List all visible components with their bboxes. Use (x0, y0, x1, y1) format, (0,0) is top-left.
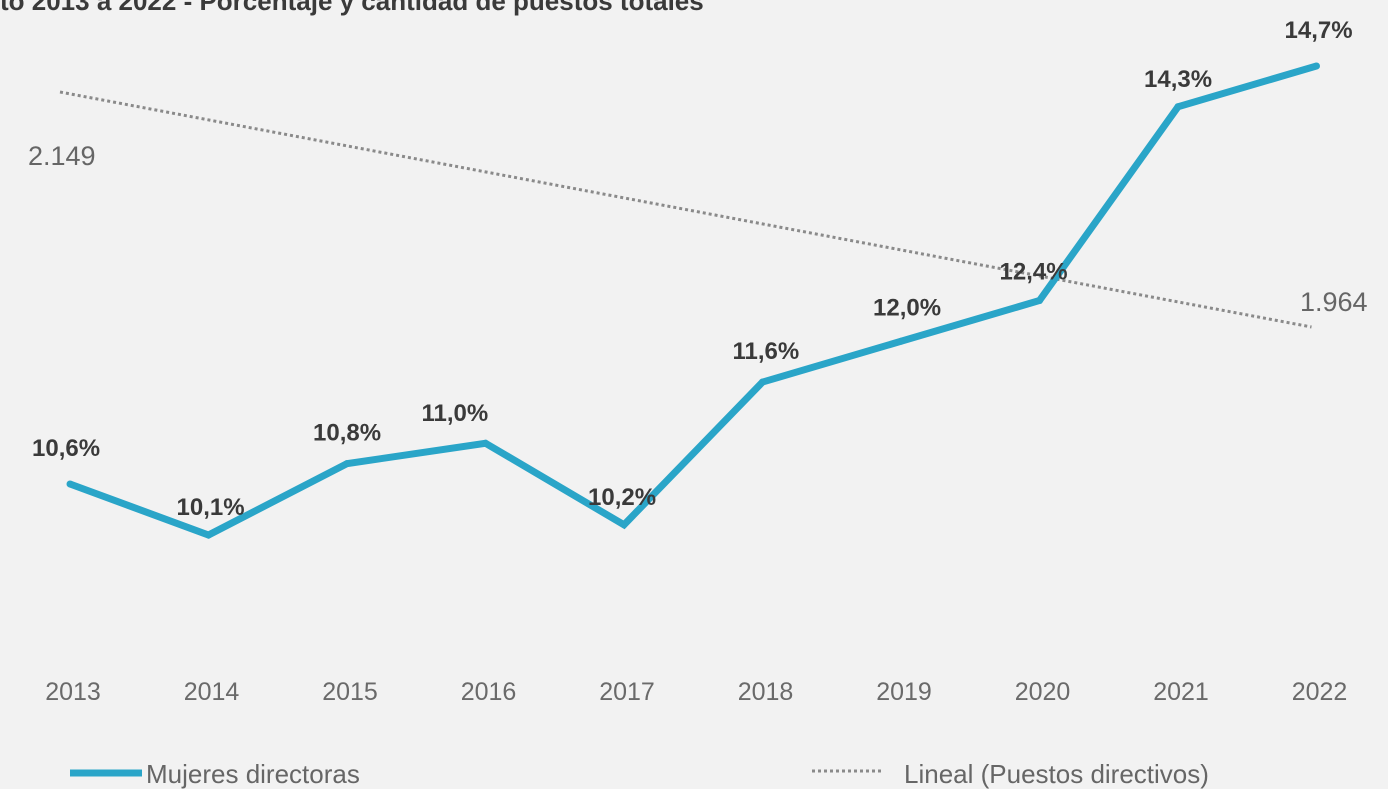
x-tick-2015: 2015 (322, 678, 378, 706)
data-label-2022: 14,7% (1285, 17, 1353, 44)
data-label-2016: 11,0% (422, 400, 489, 427)
data-point-2014 (205, 531, 212, 539)
x-tick-2022: 2022 (1292, 678, 1348, 706)
x-tick-2017: 2017 (599, 678, 655, 706)
data-label-2021: 14,3% (1144, 66, 1212, 93)
data-label-2019: 12,0% (873, 294, 941, 321)
x-tick-2018: 2018 (738, 678, 794, 706)
data-point-2018 (759, 378, 766, 386)
x-tick-2020: 2020 (1015, 678, 1071, 706)
data-point-2020 (1036, 297, 1043, 304)
trend-line (59, 90, 1312, 329)
data-point-2013 (66, 480, 74, 488)
data-label-2014: 10,1% (177, 494, 245, 521)
data-point-2019 (897, 337, 905, 345)
chart-title: to 2013 a 2022 - Porcentaje y cantidad d… (0, 0, 704, 16)
series-line-mujeres-directoras (68, 62, 1318, 539)
data-label-2015: 10,8% (313, 420, 381, 447)
data-label-2017: 10,2% (588, 484, 656, 511)
x-tick-2019: 2019 (876, 678, 932, 706)
data-label-2018: 11,6% (733, 338, 800, 365)
x-tick-2013: 2013 (45, 678, 101, 706)
legend-label-lineal: Lineal (Puestos directivos) (904, 759, 1209, 789)
data-point-2022 (1313, 62, 1320, 70)
legend-label-mujeres-directoras: Mujeres directoras (146, 759, 360, 789)
trend-label-start: 2.149 (28, 141, 96, 171)
x-tick-2021: 2021 (1153, 678, 1209, 706)
data-point-2017 (620, 521, 628, 529)
data-label-2013: 10,6% (32, 435, 100, 462)
data-point-2015 (343, 460, 351, 468)
x-tick-2016: 2016 (461, 678, 517, 706)
data-point-2021 (1174, 103, 1182, 111)
data-label-2020: 12,4% (1000, 259, 1068, 286)
x-tick-2014: 2014 (184, 678, 240, 706)
data-point-2016 (482, 439, 489, 447)
trend-label-end: 1.964 (1300, 287, 1368, 317)
